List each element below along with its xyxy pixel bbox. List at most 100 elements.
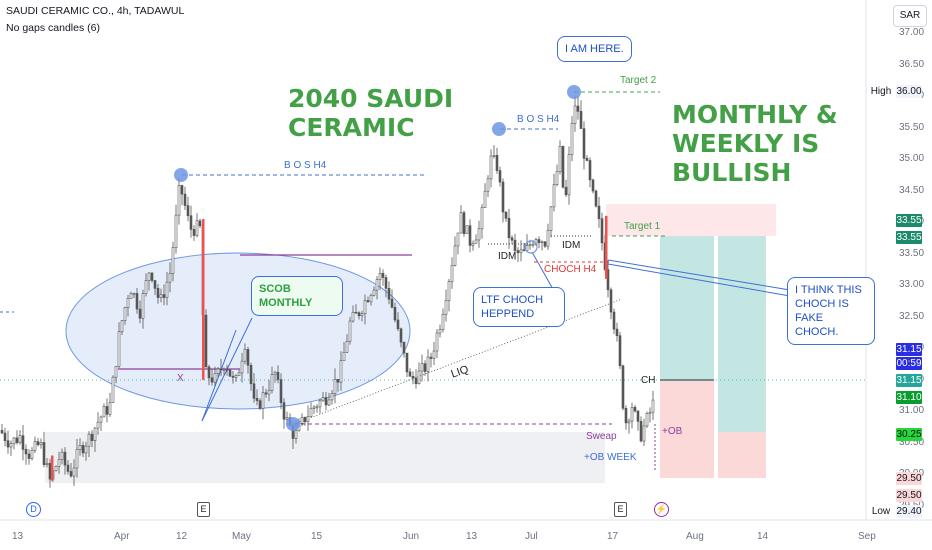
x-tick-label: 17 [607,531,619,542]
scob-callout: SCOB MONTHLY [251,276,343,316]
candle-body [402,341,406,354]
candle-body [651,399,655,413]
candle-body [9,443,13,448]
candle-body [387,288,391,300]
candle-body [348,320,352,342]
candle-body [123,307,127,321]
title-annotation: 2040 SAUDI CERAMIC [288,84,453,142]
low-label: Low [871,506,891,517]
candle-body [168,273,172,283]
candle-body [576,105,580,112]
candle-body [117,331,121,367]
x-tick-label: Jun [403,531,420,542]
candle-body [411,376,415,379]
candle-body [132,293,136,295]
candle-body [456,232,460,247]
candle-body [60,451,64,460]
candle-body [510,237,514,241]
currency-button[interactable]: SAR [893,5,927,27]
candle-body [309,408,313,417]
candle-body [531,243,535,246]
candle-body [396,319,400,330]
candle-body [351,311,355,322]
candle-body [615,328,619,337]
candle-body [420,363,424,372]
candle-body [384,277,388,289]
candle-body [324,397,328,406]
candle-body [102,406,106,418]
candle-body [252,383,256,399]
candle-body [147,272,151,281]
candle-body [435,332,439,352]
title-line-2: CERAMIC [288,113,415,142]
candle-body [552,184,556,208]
candle-body [90,433,94,441]
candle-body-red [605,215,608,279]
candle-body [360,313,364,317]
candle-body [30,450,34,459]
candle-body [567,154,571,196]
candle-body [381,272,385,278]
target1-tag-b: 33.55 [896,231,922,244]
x-label: X [177,373,184,384]
y-tick-label: 32.50 [899,310,925,322]
symbol-title: SAUDI CERAMIC CO., 4h, TADAWUL [6,5,185,17]
candle-body [207,366,211,379]
pivot-dot-2 [492,122,506,136]
candle-body-red [202,219,205,380]
candle-body [63,451,67,466]
scob-line-1: SCOB [259,283,291,295]
candle-body [81,445,85,454]
ltf-choch-callout: LTF CHOCH HEPPEND [473,287,565,327]
candle-body [636,410,640,422]
candle-body [405,352,409,373]
candle-body [609,289,613,313]
candle-body [345,340,349,353]
candle-body [0,430,4,434]
bullish-line-2: WEEKLY IS [672,129,820,158]
high-label: High [870,86,892,97]
candle-body [327,399,331,406]
candle-body [516,250,520,254]
dividend-marker[interactable]: D [26,502,41,517]
candle-body [372,289,376,296]
candle-body [549,206,553,231]
earnings-marker-2[interactable]: E [614,502,627,517]
candle-body [135,293,139,310]
candle-body [72,467,76,477]
candle-body [108,402,112,415]
candle-body [45,463,49,465]
choch-label: CHOCH H4 [544,264,597,275]
candle-body [504,211,508,219]
candle-body [450,265,454,282]
red-tag-1: 29.50 [896,472,922,485]
candle-body [42,442,46,465]
indicator-label[interactable]: No gaps candles (6) [6,22,100,34]
candle-body [465,225,469,234]
candle-body [621,365,625,409]
candle-body [408,371,412,377]
candle-body [3,432,7,441]
candle-body [564,186,568,196]
candle-body [165,281,169,298]
candle-body [171,247,175,274]
candle-body [159,294,163,298]
candle-body [75,449,79,469]
candle-body [495,155,499,171]
x-tick-label: Sep [858,531,876,542]
sweap-label: Sweap [586,431,617,442]
candle-body [591,179,595,192]
ltf-line-1: LTF CHOCH [481,294,544,306]
candle-body [489,155,493,180]
candle-body [366,300,370,303]
earnings-marker-1[interactable]: E [197,502,210,517]
candle-body [315,406,319,409]
candle-body [606,269,610,291]
x-tick-label: 15 [311,531,323,542]
candle-body [393,307,397,321]
candle-body [150,272,154,281]
lightning-icon[interactable]: ⚡ [654,502,669,517]
candle-body [312,406,316,409]
green-tag-3: 30.25 [896,428,922,441]
